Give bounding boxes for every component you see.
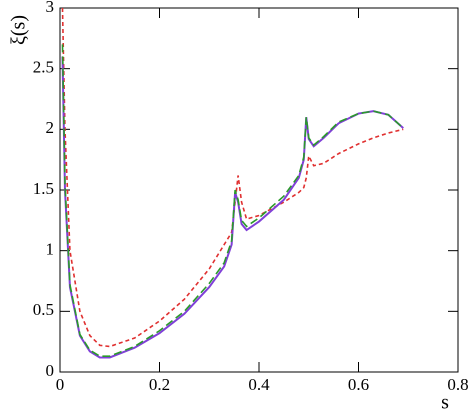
data-line: [61, 8, 404, 348]
y-tick-label: 0.5: [33, 300, 54, 319]
y-tick-label: 1: [46, 240, 55, 259]
data-line: [61, 56, 404, 359]
x-tick-label: 0.6: [348, 375, 369, 394]
plot-frame: [59, 7, 459, 373]
x-tick-label: 0.8: [447, 375, 468, 394]
x-tick-label: 0.2: [149, 375, 170, 394]
y-tick-label: 3: [46, 0, 55, 16]
x-tick-label: 0.4: [248, 375, 270, 394]
data-line: [61, 44, 404, 358]
y-tick-label: 2: [46, 118, 55, 137]
y-tick-label: 1.5: [33, 179, 54, 198]
x-axis-label: s: [441, 392, 449, 414]
y-tick-label: 2.5: [33, 58, 54, 77]
y-axis-label: ξ(s): [8, 15, 30, 45]
x-tick-label: 0: [56, 375, 65, 394]
y-tick-label: 0: [46, 361, 55, 380]
